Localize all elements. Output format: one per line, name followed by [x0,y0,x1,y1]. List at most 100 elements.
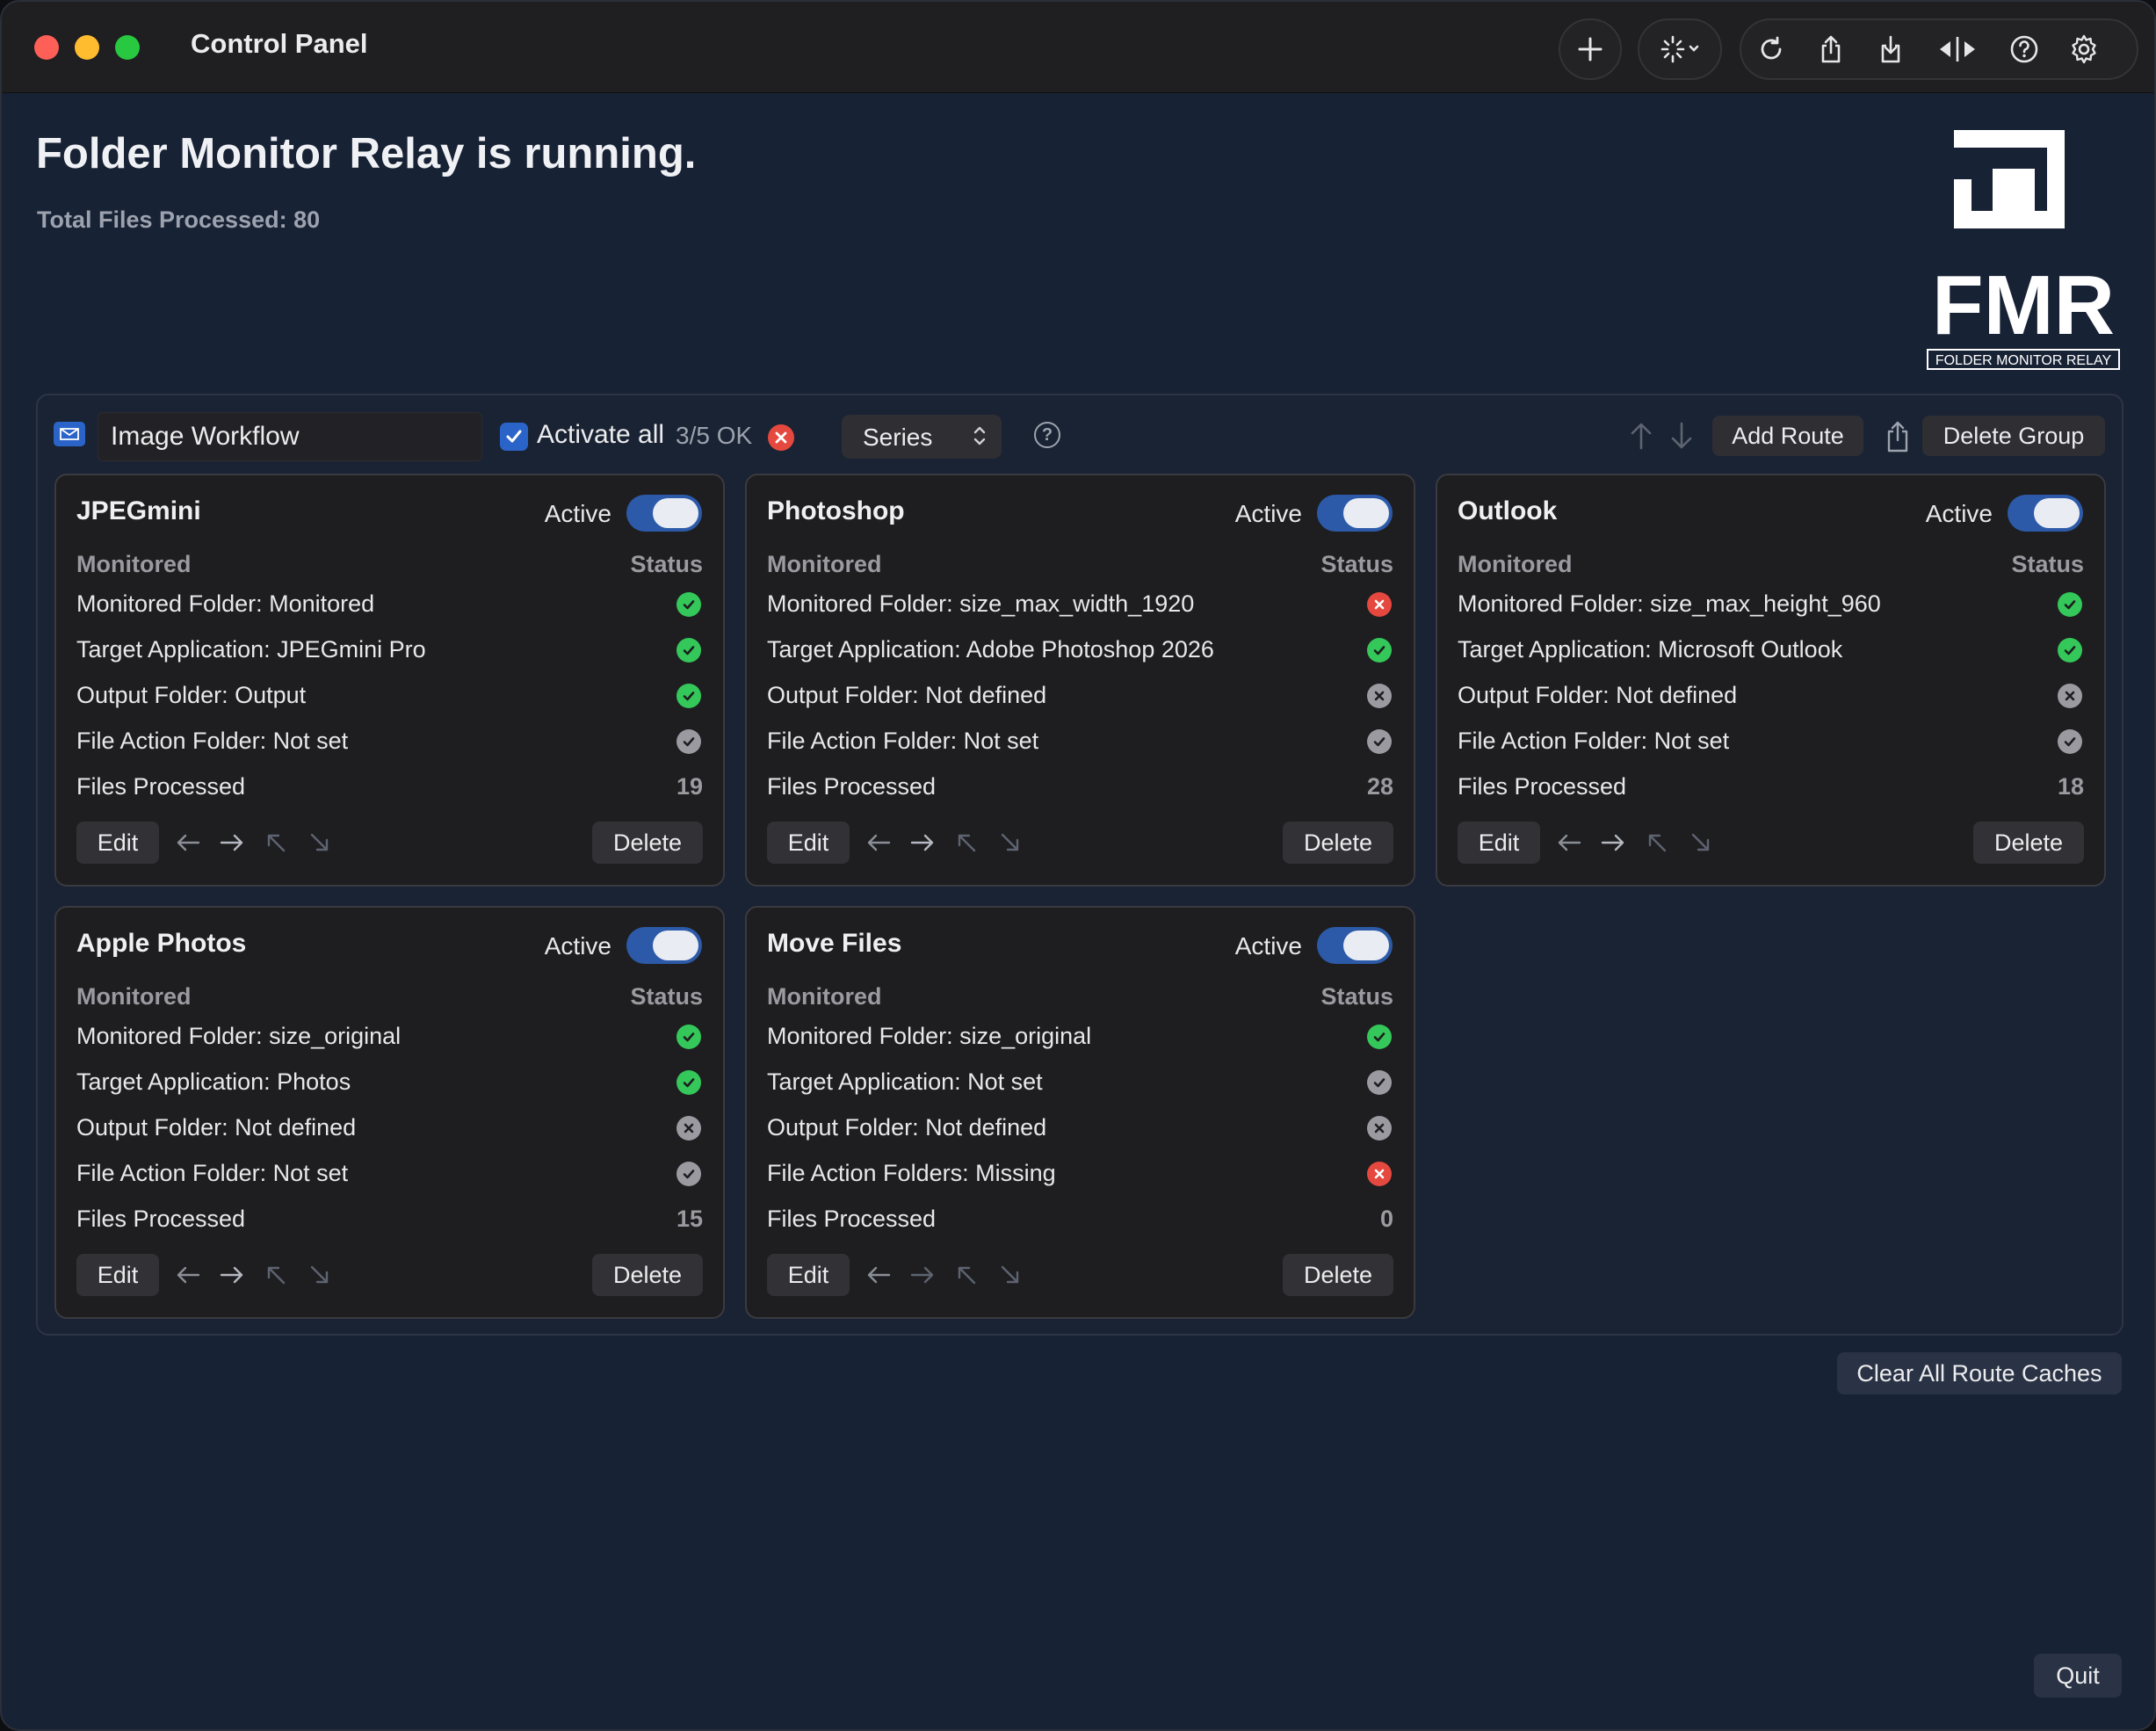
route-reorder-controls [863,827,1026,858]
move-to-bottom-icon[interactable] [304,827,336,858]
move-group-down-icon[interactable] [1668,420,1695,452]
move-to-top-icon[interactable] [1641,827,1673,858]
move-left-icon[interactable] [172,827,204,858]
add-route-button[interactable]: Add Route [1712,416,1863,456]
files-processed-label: Files Processed [767,773,937,800]
move-right-icon[interactable] [1597,827,1629,858]
zoom-window-button[interactable] [115,35,140,60]
edit-route-button[interactable]: Edit [767,1254,850,1296]
move-right-icon[interactable] [216,1259,248,1291]
move-to-top-icon[interactable] [260,1259,292,1291]
actions-toolbar-group [1740,18,2138,80]
split-view-button[interactable] [1921,20,1994,78]
up-down-chevron-icon [973,426,986,445]
edit-route-button[interactable]: Edit [76,1254,159,1296]
add-button[interactable] [1560,20,1620,78]
window-title: Control Panel [191,28,368,59]
group-collapse-toggle[interactable] [54,422,85,446]
route-detail-row: Target Application: Microsoft Outlook [1458,636,1843,663]
move-left-icon[interactable] [863,827,894,858]
check-circle-icon [1367,638,1392,663]
help-button[interactable] [1994,20,2054,78]
route-detail-row: Monitored Folder: size_max_height_960 [1458,590,1881,617]
error-circle-icon [1367,592,1392,617]
route-detail-row: Output Folder: Not defined [76,1114,357,1141]
route-title: Photoshop [767,496,905,525]
x-circle-icon [1367,684,1392,708]
move-right-icon[interactable] [907,1259,938,1291]
check-circle-neutral-icon [1367,1070,1392,1095]
magic-menu-button[interactable] [1639,20,1720,78]
group-help-icon[interactable]: ? [1034,422,1060,448]
edit-route-button[interactable]: Edit [1458,822,1540,864]
route-group-panel: Image Workflow Activate all 3/5 OK Serie… [36,394,2123,1336]
move-to-bottom-icon[interactable] [995,1259,1026,1291]
move-to-top-icon[interactable] [260,827,292,858]
route-detail-row: Target Application: JPEGmini Pro [76,636,426,663]
move-to-top-icon[interactable] [951,827,982,858]
route-detail-row: Output Folder: Not defined [1458,682,1738,708]
route-card: JPEGmini Active Monitored Status Monitored F… [54,474,725,887]
group-name-input[interactable]: Image Workflow [98,412,482,461]
toggle-knob [653,931,698,960]
toggle-knob [2034,498,2080,528]
move-right-icon[interactable] [907,827,938,858]
check-circle-neutral-icon [676,1162,701,1186]
column-header-monitored: Monitored [767,551,882,577]
settings-button[interactable] [2054,20,2114,78]
edit-route-button[interactable]: Edit [76,822,159,864]
move-right-icon[interactable] [216,827,248,858]
edit-route-button[interactable]: Edit [767,822,850,864]
route-card: Photoshop Active Monitored Status Monitored … [745,474,1415,887]
route-active-toggle[interactable] [626,495,702,532]
delete-group-button[interactable]: Delete Group [1922,416,2105,456]
delete-route-button[interactable]: Delete [1283,1254,1393,1296]
quit-button[interactable]: Quit [2034,1654,2122,1698]
mode-select[interactable]: Series [842,415,1002,459]
import-button[interactable] [1861,20,1921,78]
route-detail-row: File Action Folder: Not set [76,728,349,754]
active-label: Active [1234,932,1302,960]
close-window-button[interactable] [34,35,59,60]
files-processed-count: 19 [676,773,703,800]
share-group-icon[interactable] [1883,419,1913,454]
move-to-top-icon[interactable] [951,1259,982,1291]
route-active-toggle[interactable] [2008,495,2083,532]
delete-route-button[interactable]: Delete [1283,822,1393,864]
minimize-window-button[interactable] [75,35,99,60]
move-left-icon[interactable] [863,1259,894,1291]
activate-all-checkbox[interactable] [500,423,528,451]
export-button[interactable] [1801,20,1861,78]
route-reorder-controls [863,1259,1026,1291]
delete-route-button[interactable]: Delete [1973,822,2084,864]
toggle-knob [653,498,698,528]
route-title: Apple Photos [76,929,247,958]
checkmark-icon [506,430,522,443]
check-circle-icon [2058,638,2082,663]
route-active-toggle[interactable] [1317,927,1393,964]
route-active-toggle[interactable] [1317,495,1393,532]
delete-route-button[interactable]: Delete [592,822,703,864]
route-active-toggle[interactable] [626,927,702,964]
x-circle-icon [676,1116,701,1141]
move-group-up-icon[interactable] [1628,420,1654,452]
move-left-icon[interactable] [172,1259,204,1291]
move-to-bottom-icon[interactable] [304,1259,336,1291]
column-header-monitored: Monitored [767,983,882,1010]
route-detail-row: Target Application: Not set [767,1068,1043,1095]
clear-all-route-caches-button[interactable]: Clear All Route Caches [1837,1352,2122,1394]
move-to-bottom-icon[interactable] [1685,827,1717,858]
move-to-bottom-icon[interactable] [995,827,1026,858]
route-detail-row: Monitored Folder: size_original [767,1023,1092,1049]
refresh-button[interactable] [1741,20,1801,78]
route-detail-row: Target Application: Photos [76,1068,351,1095]
move-left-icon[interactable] [1553,827,1585,858]
column-header-status: Status [630,551,703,577]
delete-route-button[interactable]: Delete [592,1254,703,1296]
route-title: Move Files [767,929,902,958]
route-reorder-controls [172,1259,336,1291]
check-circle-icon [1367,1025,1392,1049]
files-processed-count: 15 [676,1206,703,1232]
logo-mark: FMR [1932,258,2115,352]
active-label: Active [1234,500,1302,527]
